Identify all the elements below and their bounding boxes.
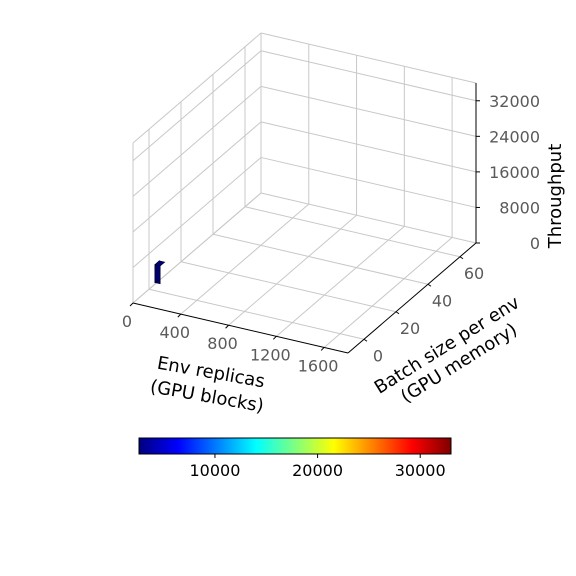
x-tick-mark <box>129 302 134 307</box>
y-tick-mark <box>363 338 368 342</box>
colorbar-tick-label: 10000 <box>189 461 240 480</box>
floor-grid-line <box>180 261 397 313</box>
y-tick-mark <box>395 311 400 315</box>
wall-grid-line <box>132 157 262 268</box>
axis-panes <box>132 32 477 354</box>
wall-grid-line <box>260 85 477 137</box>
y-axis-line <box>347 242 477 354</box>
y-tick-label: 60 <box>464 264 484 283</box>
z-axis-ticks: 0 8000 16000 24000 32000 <box>476 92 540 253</box>
z-tick-label: 24000 <box>489 127 540 146</box>
colorbar-ticks: 10000 20000 30000 <box>189 454 446 480</box>
x-tick-label: 1600 <box>298 356 339 375</box>
x-axis-ticks: 0 400 800 1200 1600 <box>122 302 339 375</box>
z-axis-label: Throughput <box>545 144 566 250</box>
pane-edge <box>260 32 477 84</box>
wall-grid-line <box>132 85 262 197</box>
y-tick-label: 0 <box>373 346 383 365</box>
y-tick-label: 20 <box>400 319 420 338</box>
colorbar-tick-label: 20000 <box>292 461 343 480</box>
floor-grid-line <box>212 233 429 285</box>
x-tick-label: 1200 <box>250 345 291 364</box>
floor-grid-line <box>244 206 461 258</box>
wall-grid-line <box>260 192 477 244</box>
x-tick-label: 400 <box>160 323 191 342</box>
x-tick-mark <box>320 347 325 351</box>
wall-grid-line <box>260 156 477 208</box>
data-bars <box>154 260 166 285</box>
x-tick-mark <box>272 335 277 340</box>
wall-grid-line <box>260 121 477 173</box>
floor-grid-line <box>228 214 357 326</box>
wall-grid-line <box>132 121 262 233</box>
z-tick-label: 32000 <box>489 92 540 111</box>
x-tick-mark <box>225 324 229 329</box>
floor-grid-line <box>276 225 405 337</box>
z-tick-label: 16000 <box>489 163 540 182</box>
x-tick-label: 800 <box>207 334 238 353</box>
colorbar-tick-label: 30000 <box>395 461 446 480</box>
y-tick-mark <box>427 283 432 287</box>
wall-grid-line <box>132 192 262 304</box>
y-tick-label: 40 <box>432 291 452 310</box>
x-tick-label: 0 <box>122 312 132 331</box>
floor-grid-line <box>180 203 310 315</box>
wall-grid-line <box>132 50 262 162</box>
x-tick-mark <box>177 313 182 318</box>
x-axis-line <box>132 302 349 354</box>
floor-grid-line <box>323 237 453 348</box>
z-tick-label: 0 <box>530 234 540 253</box>
y-axis-ticks: 0 20 40 60 <box>363 256 484 365</box>
wall-grid-line <box>260 50 477 102</box>
z-tick-label: 8000 <box>499 198 540 217</box>
floor-grid-line <box>148 288 365 340</box>
data-bar <box>154 260 166 285</box>
colorbar <box>138 437 452 455</box>
y-tick-mark <box>459 256 464 260</box>
pane-edge <box>132 32 262 144</box>
